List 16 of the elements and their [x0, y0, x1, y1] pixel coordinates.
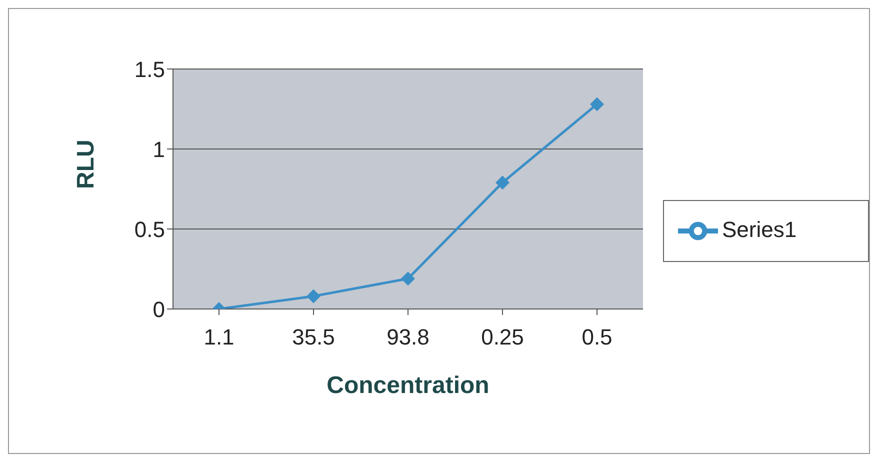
x-tick-label: 1.1 [204, 324, 234, 350]
y-tick-label: 1 [152, 136, 165, 162]
point [590, 97, 604, 112]
y-tick-label: 0 [152, 296, 165, 322]
y-tick-label: 1.5 [134, 56, 165, 82]
y-axis-title: RLU [72, 140, 100, 189]
x-tick-label: 93.8 [386, 324, 430, 350]
x-axis-title: Concentration [326, 372, 490, 399]
point [306, 289, 320, 304]
x-tick-label: 0.25 [481, 324, 524, 350]
legend-label: Series1 [722, 216, 797, 242]
point [401, 272, 415, 286]
x-tick-label: 35.5 [292, 324, 335, 350]
point [496, 176, 510, 190]
x-tick-label: 0.5 [582, 324, 612, 350]
y-tick-label: 0.5 [134, 216, 165, 242]
